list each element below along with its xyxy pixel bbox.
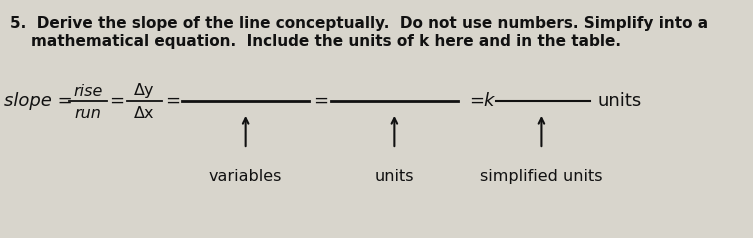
Text: units: units — [375, 169, 414, 184]
Text: =: = — [109, 92, 124, 110]
Text: =: = — [313, 92, 328, 110]
Text: 5.  Derive the slope of the line conceptually.  Do not use numbers. Simplify int: 5. Derive the slope of the line conceptu… — [10, 16, 708, 31]
Text: Δy: Δy — [134, 84, 155, 99]
Text: =: = — [470, 92, 490, 110]
Text: rise: rise — [73, 84, 102, 99]
Text: variables: variables — [209, 169, 282, 184]
Text: slope =: slope = — [5, 92, 73, 110]
Text: units: units — [597, 92, 642, 110]
Text: Δx: Δx — [134, 105, 155, 120]
Text: =: = — [166, 92, 181, 110]
Text: k: k — [483, 92, 493, 110]
Text: mathematical equation.  Include the units of k here and in the table.: mathematical equation. Include the units… — [10, 34, 621, 49]
Text: run: run — [75, 105, 101, 120]
Text: simplified units: simplified units — [480, 169, 602, 184]
